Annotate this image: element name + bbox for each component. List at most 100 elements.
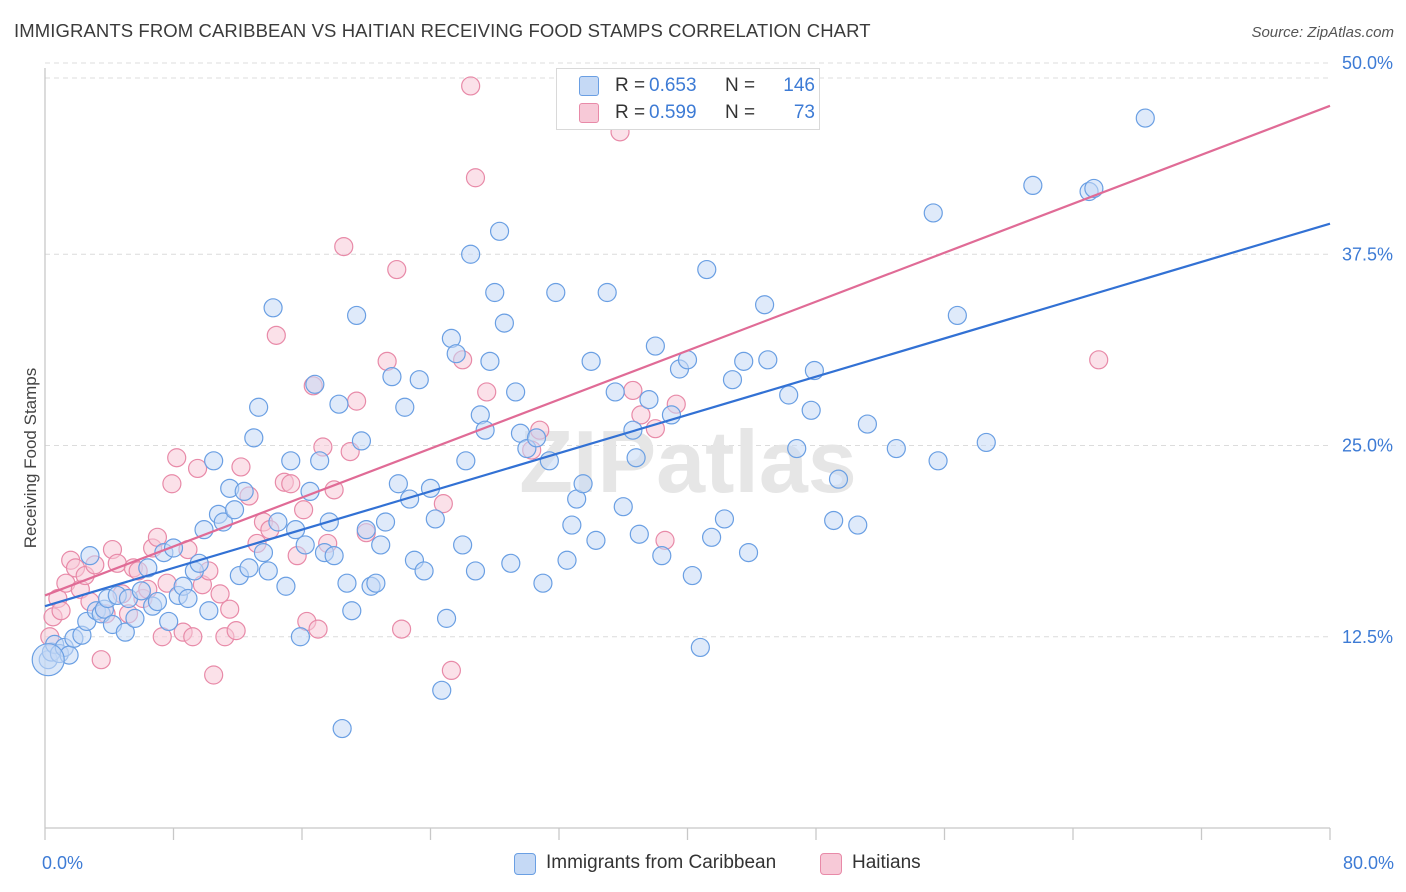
data-point	[562, 515, 582, 535]
data-point	[697, 259, 717, 280]
data-point	[465, 561, 486, 581]
data-point	[597, 282, 617, 303]
data-point	[375, 512, 396, 532]
data-point	[928, 451, 948, 471]
legend-r-label: R =	[615, 102, 646, 123]
data-point	[425, 509, 445, 529]
data-point	[249, 397, 269, 417]
y-tick-label: 12.5%	[1342, 627, 1393, 647]
data-point	[347, 305, 367, 326]
y-axis-label: Receiving Food Stamps	[21, 368, 40, 548]
data-point	[446, 344, 466, 364]
data-point	[351, 431, 372, 451]
data-point	[734, 351, 754, 371]
data-point	[420, 478, 441, 498]
legend-n-label: N =	[725, 75, 756, 96]
data-point	[244, 428, 264, 448]
data-point	[465, 168, 486, 188]
y-tick-label: 37.5%	[1342, 244, 1393, 264]
caribbean-trend-line	[44, 222, 1331, 608]
data-point	[226, 621, 246, 641]
data-point	[295, 535, 315, 555]
data-point	[332, 718, 352, 739]
data-point	[199, 601, 219, 621]
data-point	[690, 637, 710, 658]
y-tick-label: 50.0%	[1342, 53, 1393, 73]
correlation-legend: R = 0.653 N = 146 R = 0.599 N = 73	[556, 68, 820, 130]
data-point	[645, 336, 665, 356]
data-point	[1023, 175, 1043, 195]
data-point	[183, 627, 203, 647]
haitians-trend-line	[44, 104, 1331, 597]
source-label[interactable]: Source: ZipAtlas.com	[1251, 24, 1394, 41]
data-point	[253, 542, 274, 563]
data-point	[258, 561, 278, 581]
data-point	[605, 382, 625, 402]
data-point	[639, 390, 659, 410]
bottom-legend-label: Haitians	[852, 852, 921, 873]
data-point	[163, 538, 184, 558]
y-tick-labels: 12.5% 25.0% 37.5% 50.0%	[1342, 53, 1393, 647]
data-point	[337, 573, 357, 593]
data-point	[441, 660, 461, 681]
trend-lines	[44, 104, 1331, 608]
data-point	[125, 608, 145, 628]
data-point	[371, 535, 391, 555]
data-point	[546, 282, 566, 303]
data-point	[382, 367, 402, 387]
data-point	[433, 494, 453, 514]
data-point	[461, 76, 481, 96]
data-point	[80, 546, 100, 566]
data-point	[290, 627, 310, 647]
data-point	[51, 601, 71, 621]
data-point	[159, 611, 179, 632]
data-point	[347, 391, 367, 411]
data-point	[239, 558, 259, 578]
data-point	[886, 438, 906, 459]
data-point	[557, 550, 577, 570]
data-point	[220, 599, 240, 619]
data-point	[779, 385, 799, 405]
data-point	[395, 397, 415, 417]
data-point	[224, 500, 245, 520]
y-tick-label: 25.0%	[1342, 436, 1393, 456]
data-point	[276, 576, 296, 596]
data-point	[824, 510, 844, 531]
axes	[44, 68, 1331, 840]
data-point	[266, 325, 286, 345]
data-point	[204, 665, 224, 685]
data-point-large	[31, 643, 65, 677]
data-point	[626, 448, 646, 468]
data-point	[722, 370, 743, 390]
data-point	[533, 573, 553, 593]
data-point	[613, 497, 633, 517]
data-point	[324, 546, 344, 566]
legend-r-value: 0.653	[649, 75, 697, 96]
data-point	[391, 619, 412, 639]
data-point	[400, 489, 420, 509]
data-point	[485, 282, 505, 303]
data-point	[147, 591, 168, 612]
data-point	[758, 350, 778, 370]
data-point	[308, 619, 328, 639]
data-point	[356, 520, 376, 540]
data-point	[281, 474, 301, 494]
data-point	[581, 351, 601, 371]
caribbean-points	[31, 108, 1155, 739]
data-point	[923, 203, 943, 223]
data-point	[801, 400, 821, 420]
data-point	[738, 542, 759, 563]
data-point	[848, 515, 868, 535]
bottom-legend-swatch-blue	[514, 853, 536, 875]
data-point	[506, 382, 526, 402]
data-point	[167, 448, 187, 468]
data-point	[409, 370, 429, 390]
data-point	[115, 622, 135, 642]
data-point	[305, 374, 325, 394]
data-point	[828, 469, 849, 489]
data-point	[414, 561, 434, 581]
data-point	[947, 305, 967, 326]
data-point	[329, 394, 349, 414]
data-point	[629, 524, 649, 544]
